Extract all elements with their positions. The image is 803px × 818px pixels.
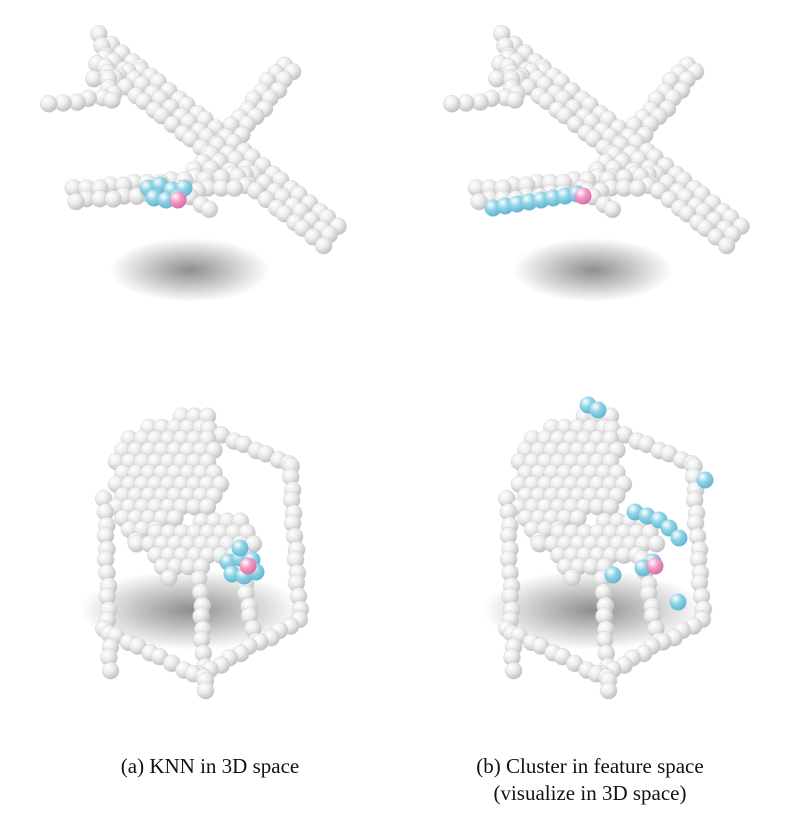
airplane-knn-panel (40, 25, 347, 302)
airplane-knn-ground-shadow (110, 238, 270, 302)
airplane-knn-point-cloud (40, 25, 347, 255)
airplane-cluster-point-cloud (443, 25, 750, 255)
airplane-cluster-highlighted-points (484, 185, 592, 217)
airplane-cluster-panel (443, 25, 750, 302)
chair-knn-point-cloud (95, 407, 310, 700)
airplane-cluster-ground-shadow (513, 238, 673, 302)
caption-cluster-line-2: (visualize in 3D space) (493, 781, 687, 805)
chair-cluster-point-cloud (498, 396, 714, 700)
caption-cluster-line-1: (b) Cluster in feature space (476, 754, 704, 778)
chair-knn-highlighted-points (219, 539, 265, 585)
caption-knn: (a) KNN in 3D space (40, 753, 380, 780)
chair-cluster-highlighted-points (579, 396, 714, 611)
airplane-knn-highlighted-points (139, 176, 193, 209)
chair-cluster-panel (483, 396, 714, 700)
chair-knn-panel (80, 407, 310, 700)
caption-knn-line-1: (a) KNN in 3D space (120, 754, 300, 778)
caption-cluster: (b) Cluster in feature space (visualize … (420, 753, 760, 807)
